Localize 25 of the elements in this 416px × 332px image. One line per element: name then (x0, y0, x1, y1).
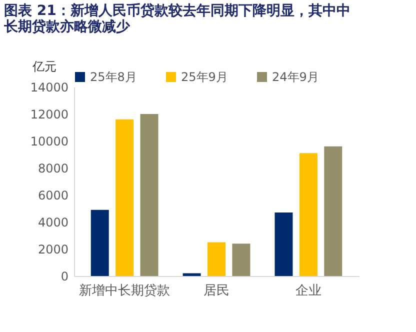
x-tick-label: 居民 (204, 284, 230, 298)
chart-title: 图表 21：新增人民币贷款较去年同期下降明显，其中中长期贷款亦略微减少 (3, 2, 350, 35)
y-tick-label: 12000 (30, 108, 68, 122)
legend-label: 25年9月 (181, 70, 228, 84)
y-tick-label: 10000 (30, 134, 68, 148)
bar (116, 119, 134, 276)
bar (324, 146, 342, 276)
y-tick-label: 0 (60, 270, 68, 284)
bar (140, 114, 158, 276)
y-tick-label: 6000 (38, 188, 68, 202)
y-tick-label: 2000 (38, 242, 68, 256)
y-tick-label: 14000 (30, 80, 68, 94)
bar (232, 244, 250, 276)
bar (208, 242, 226, 276)
bar (90, 210, 109, 276)
x-tick-label: 新增中长期贷款 (79, 284, 170, 298)
y-axis-title: 亿元 (32, 60, 56, 74)
bar (299, 153, 318, 276)
bar (182, 273, 201, 276)
legend-label: 25年8月 (90, 70, 137, 84)
x-tick-label: 企业 (295, 284, 322, 298)
y-tick-label: 8000 (38, 162, 68, 176)
legend-label: 24年9月 (272, 70, 319, 84)
bar (274, 212, 293, 276)
y-tick-label: 4000 (38, 216, 68, 230)
